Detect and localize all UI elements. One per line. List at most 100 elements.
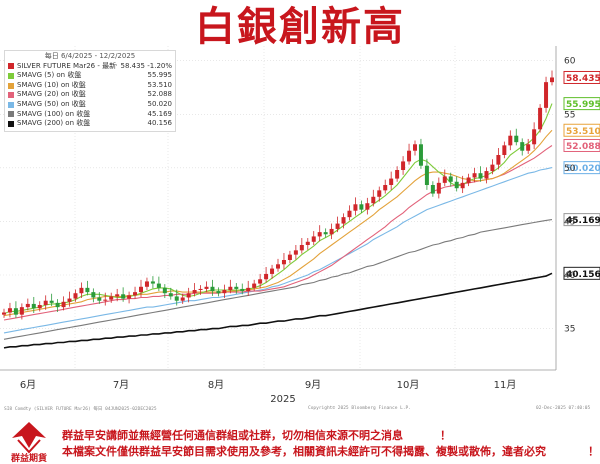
y-tick-label: 40 [564,271,576,281]
value-tag-box [563,97,600,111]
candle-body [317,232,322,237]
candle-body [532,129,537,145]
candle-body [192,290,197,294]
candle-body [37,305,42,309]
candle-body [359,204,364,210]
candle-body [472,173,477,178]
legend-swatch [8,101,14,108]
candle-body [49,300,54,303]
x-month-label: 9月 [305,379,321,391]
legend-item: SMAVG (5) on 收盤 55.995 [8,71,172,81]
candle-body [61,301,66,308]
candle-body [276,264,280,269]
candle-body [538,107,543,130]
candle-body [508,135,513,146]
y-tick-label: 45 [564,217,575,227]
candle-body [383,185,388,191]
candle-body [323,232,328,235]
legend-label: SMAVG (10) on 收盤 [17,80,86,89]
company-logo-icon [12,422,46,454]
candle-body [162,287,167,294]
candle-body [67,298,72,302]
candle-body [246,287,251,292]
candle-body [73,293,78,299]
candle-body [335,223,340,229]
candle-body [55,302,60,308]
x-month-label: 6月 [20,379,36,391]
candle-body [252,283,257,288]
candle-body [484,171,489,179]
legend-label: SMAVG (50) on 收盤 [17,99,86,108]
candle-body [490,164,495,172]
legend-label: SMAVG (100) on 收盤 [17,109,91,118]
x-axis-labels: 6月 7月 8月 9月 10月 11月 2025 [20,379,517,404]
candle-body [174,296,179,301]
legend-item: SILVER FUTURE Mar26 - 最新價 58.435 -1.20% [8,62,172,72]
candle-body [168,293,173,297]
candle-body [353,204,358,211]
candle-body [204,286,209,289]
value-tag-box [563,123,600,137]
candle-body [19,307,24,315]
candle-body [466,177,471,183]
candle-body [109,296,114,300]
footer-timestamp: 02-Dec-2025 07:40:05 [536,406,591,411]
disclaimer-line-2: 本檔案文件僅供群益早安節目需求使用及參考，相關資訊未經許可不得揭露、複製或散佈，… [62,445,546,458]
candle-body [85,287,90,293]
candle-body [448,176,453,182]
value-tag-box [563,213,600,227]
candle-body [407,150,412,162]
candle-body [401,161,406,170]
candle-body [180,297,185,301]
candle-body [264,273,269,280]
x-month-label: 8月 [208,379,224,391]
series-line [3,167,553,334]
x-month-label: 10月 [397,379,420,391]
candle-body [526,144,531,151]
candle-body [103,299,108,301]
legend-value: 40.156 [147,119,173,128]
candle-body [293,250,298,255]
candle-body [127,295,132,299]
candle-body [460,182,465,189]
legend-value: 58.435 -1.20% [120,61,172,70]
legend-item: SMAVG (100) on 收盤 45.169 [8,110,172,120]
candle-body [234,286,239,289]
candle-body [121,294,126,299]
candle-body [2,312,6,315]
candle-body [91,292,96,298]
candle-body [31,303,36,309]
price-candles [2,70,554,320]
candle-body [514,135,519,143]
candle-body [144,281,149,287]
exclamation-mark-2: ！ [588,445,599,458]
value-tag-label: 50.020 [566,164,600,174]
legend-swatch [8,63,14,70]
candle-body [389,178,394,185]
candle-body [133,292,138,296]
legend-item: SMAVG (20) on 收盤 52.088 [8,90,172,100]
x-year-label: 2025 [270,394,295,404]
value-tag-label: 53.510 [566,127,600,137]
legend-swatch [8,120,14,127]
candle-body [395,170,400,179]
legend-header: 每日 6/4/2025 - 12/2/2025 [44,52,136,60]
series-line [3,219,553,340]
candle-body [430,185,435,194]
candle-body [287,254,292,260]
legend-swatch [8,72,14,79]
candle-body [139,286,143,293]
legend-value: 53.510 [147,80,173,89]
candle-body [79,287,84,294]
candle-body [43,300,48,305]
candle-body [413,144,417,151]
legend-swatch [8,92,14,99]
company-logo-name: 群益期貨 [10,454,47,464]
chart-source-footer: SI8 Comdty (SILVER FUTURE Mar26) 每日 04JU… [0,404,600,414]
candle-body [258,279,263,284]
footer-copyright: Copyright© 2025 Bloomberg Finance L.P. [308,406,411,411]
legend-label: SILVER FUTURE Mar26 - 最新價 [17,61,117,70]
candle-body [281,260,286,265]
candle-body [311,236,316,242]
legend-value: 45.169 [147,109,173,118]
